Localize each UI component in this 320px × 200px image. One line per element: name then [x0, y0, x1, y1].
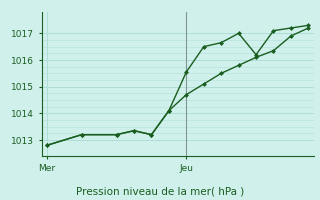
Text: Pression niveau de la mer( hPa ): Pression niveau de la mer( hPa ) [76, 186, 244, 196]
